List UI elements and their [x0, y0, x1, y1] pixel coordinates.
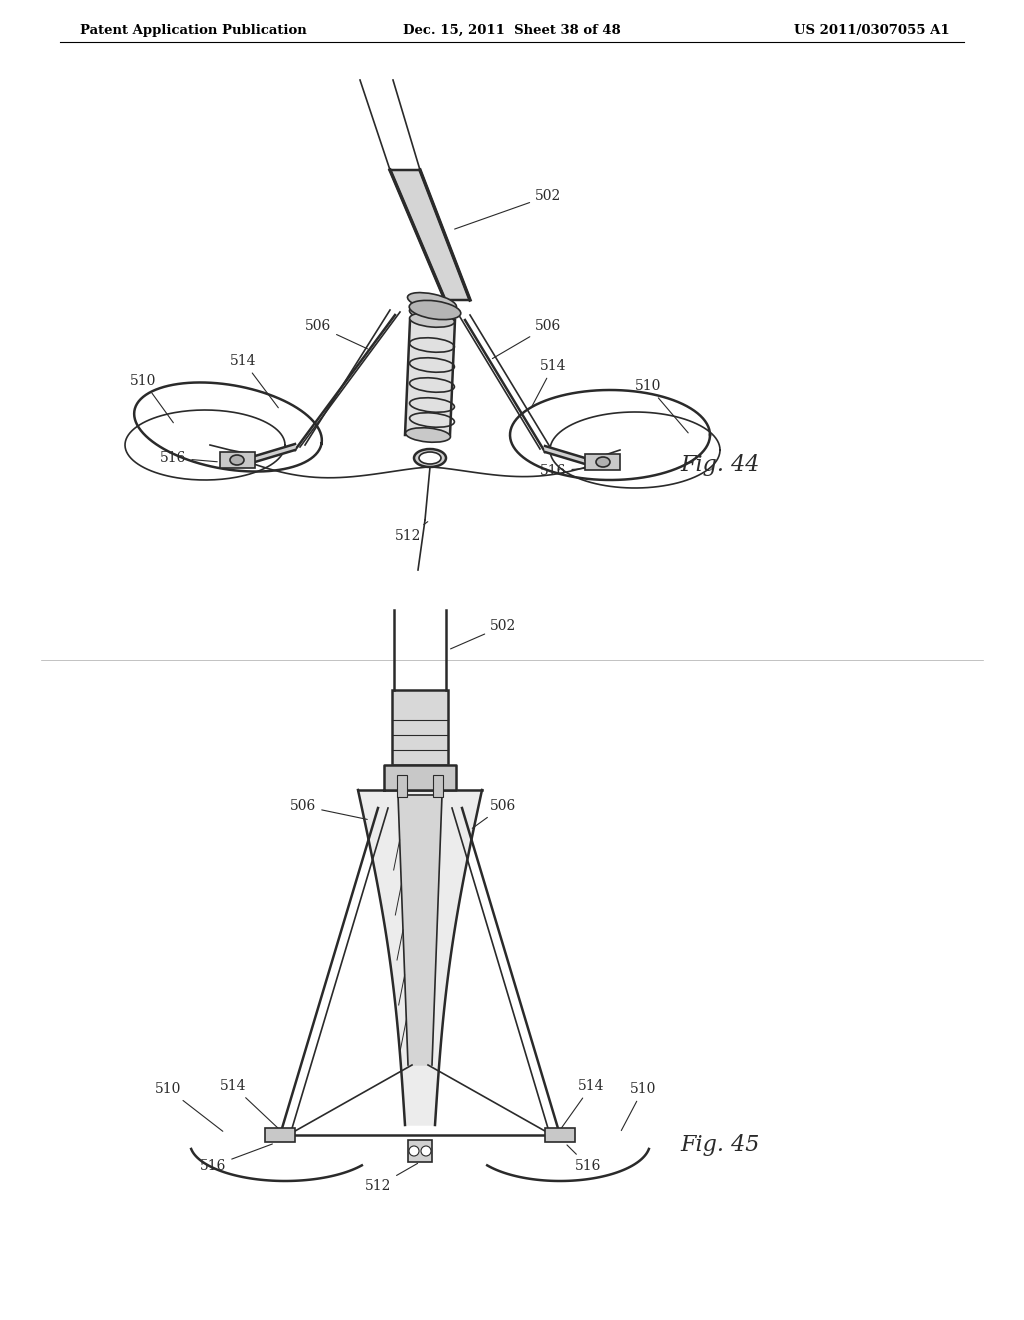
Polygon shape [406, 319, 455, 436]
Polygon shape [398, 795, 442, 1065]
Bar [397, 775, 407, 797]
Bar [433, 775, 443, 797]
Text: Dec. 15, 2011  Sheet 38 of 48: Dec. 15, 2011 Sheet 38 of 48 [403, 24, 621, 37]
Polygon shape [545, 446, 585, 465]
Text: Fig. 44: Fig. 44 [680, 454, 760, 477]
Bar [408, 1140, 432, 1162]
Text: 510: 510 [622, 1082, 656, 1130]
Text: 502: 502 [455, 189, 561, 230]
Text: Patent Application Publication: Patent Application Publication [80, 24, 307, 37]
Text: 506: 506 [493, 319, 561, 359]
Text: 516: 516 [567, 1144, 601, 1173]
Bar [545, 1129, 575, 1142]
Polygon shape [358, 789, 482, 1125]
Text: 506: 506 [290, 799, 368, 820]
Ellipse shape [414, 449, 446, 467]
Text: 502: 502 [451, 619, 516, 649]
Text: 506: 506 [472, 799, 516, 829]
Circle shape [421, 1146, 431, 1156]
Text: 516: 516 [540, 465, 587, 478]
Text: 514: 514 [561, 1078, 604, 1127]
Text: 506: 506 [305, 319, 368, 348]
Text: 512: 512 [395, 521, 428, 543]
Text: 516: 516 [200, 1144, 272, 1173]
Text: Fig. 45: Fig. 45 [680, 1134, 760, 1156]
Bar [220, 451, 255, 469]
Text: 514: 514 [230, 354, 279, 408]
Text: 510: 510 [635, 379, 688, 433]
Ellipse shape [410, 313, 455, 327]
Text: US 2011/0307055 A1: US 2011/0307055 A1 [795, 24, 950, 37]
Text: 512: 512 [365, 1163, 418, 1193]
Text: 514: 514 [531, 359, 566, 408]
Circle shape [409, 1146, 419, 1156]
Ellipse shape [230, 455, 244, 465]
Polygon shape [384, 766, 456, 789]
Text: 510: 510 [155, 1082, 223, 1131]
Ellipse shape [408, 293, 457, 312]
Polygon shape [390, 170, 470, 300]
Ellipse shape [410, 301, 461, 319]
Ellipse shape [406, 428, 451, 442]
Ellipse shape [410, 306, 455, 323]
Bar [585, 454, 620, 470]
Text: 514: 514 [220, 1078, 278, 1129]
Bar [265, 1129, 295, 1142]
Text: 516: 516 [160, 451, 217, 465]
Ellipse shape [419, 451, 441, 465]
Text: 510: 510 [130, 374, 173, 422]
Bar [392, 690, 449, 766]
Ellipse shape [596, 457, 610, 467]
Polygon shape [255, 444, 295, 462]
